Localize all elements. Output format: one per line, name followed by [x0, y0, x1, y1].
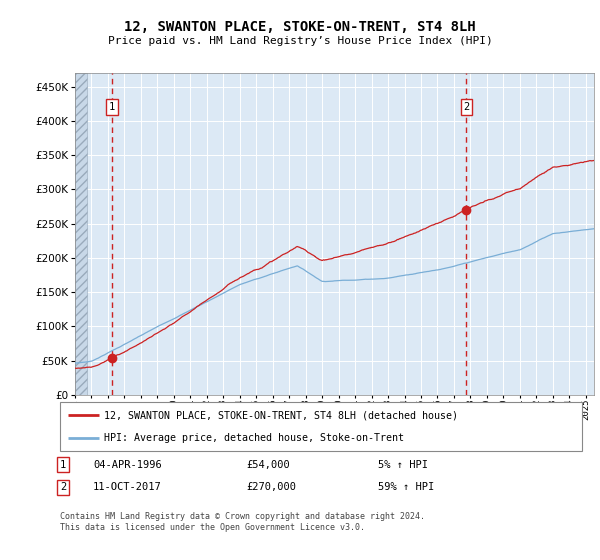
Text: HPI: Average price, detached house, Stoke-on-Trent: HPI: Average price, detached house, Stok…: [104, 433, 404, 444]
Text: 2: 2: [463, 102, 469, 112]
Text: 1: 1: [109, 102, 115, 112]
Text: Contains HM Land Registry data © Crown copyright and database right 2024.
This d: Contains HM Land Registry data © Crown c…: [60, 512, 425, 532]
FancyBboxPatch shape: [60, 402, 582, 451]
Text: £54,000: £54,000: [246, 460, 290, 470]
Text: 11-OCT-2017: 11-OCT-2017: [93, 482, 162, 492]
Text: 2: 2: [60, 482, 66, 492]
Text: 5% ↑ HPI: 5% ↑ HPI: [378, 460, 428, 470]
Bar: [75, 73, 88, 395]
Text: 1: 1: [60, 460, 66, 470]
Text: 12, SWANTON PLACE, STOKE-ON-TRENT, ST4 8LH (detached house): 12, SWANTON PLACE, STOKE-ON-TRENT, ST4 8…: [104, 410, 458, 421]
Text: 12, SWANTON PLACE, STOKE-ON-TRENT, ST4 8LH: 12, SWANTON PLACE, STOKE-ON-TRENT, ST4 8…: [124, 20, 476, 34]
Text: £270,000: £270,000: [246, 482, 296, 492]
Text: Price paid vs. HM Land Registry’s House Price Index (HPI): Price paid vs. HM Land Registry’s House …: [107, 36, 493, 46]
Text: 04-APR-1996: 04-APR-1996: [93, 460, 162, 470]
Text: 59% ↑ HPI: 59% ↑ HPI: [378, 482, 434, 492]
